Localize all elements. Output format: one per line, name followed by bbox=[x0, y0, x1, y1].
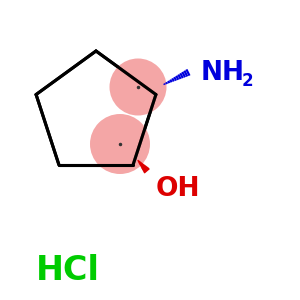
Text: NH: NH bbox=[201, 61, 245, 86]
Text: OH: OH bbox=[156, 176, 200, 202]
Circle shape bbox=[110, 58, 166, 116]
Text: HCl: HCl bbox=[36, 254, 100, 286]
Text: 2: 2 bbox=[242, 72, 253, 90]
Circle shape bbox=[90, 114, 150, 174]
